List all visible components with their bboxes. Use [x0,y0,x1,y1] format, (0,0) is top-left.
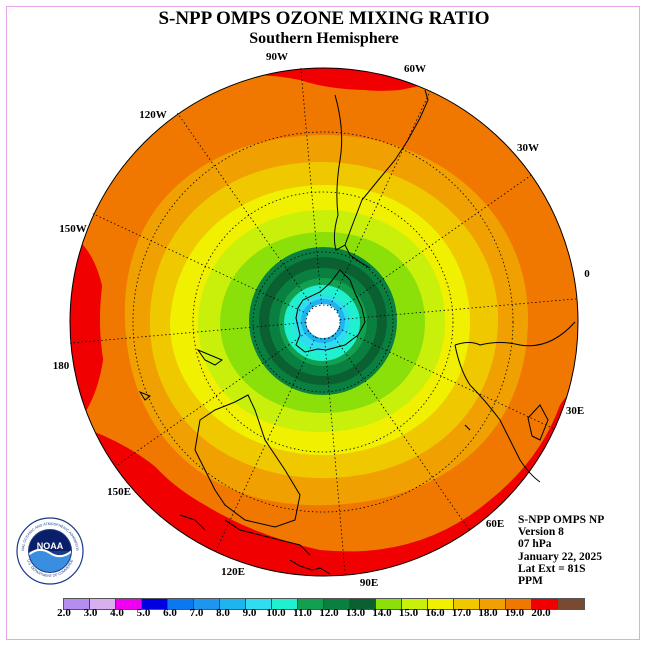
colorbar-swatch [298,599,324,609]
pressure-level: 07 hPa [518,538,552,551]
colorbar-tick-label: 6.0 [163,607,177,619]
coastlines [138,89,576,575]
colorbar-swatch [532,599,558,609]
colorbar-swatch [220,599,246,609]
colorbar [63,598,585,610]
colorbar-tick-label: 10.0 [266,607,286,619]
colorbar-swatch [272,599,298,609]
colorbar-swatch [246,599,272,609]
latitude-circles [132,131,514,513]
latitude-extent: Lat Ext = 81S [518,562,586,575]
lon-label-120e: 120E [221,566,245,578]
colorbar-tick-label: 2.0 [57,607,71,619]
lon-label-90e: 90E [359,577,379,589]
colorbar-swatch [350,599,376,609]
colorbar-swatch [194,599,220,609]
colorbar-tick-label: 14.0 [372,607,392,619]
meridian-line [92,213,308,315]
observation-date: January 22, 2025 [518,550,603,563]
colorbar-tick-label: 18.0 [478,607,498,619]
colorbar-swatch [168,599,194,609]
info-block: S-NPP OMPS NP Version 8 07 hPa January 2… [518,514,604,587]
colorbar-swatch [376,599,402,609]
colorbar-tick-label: 3.0 [83,607,98,619]
colorbar-swatch [142,599,168,609]
colorbar-tick-label: 11.0 [293,607,312,619]
meridian-line [338,327,554,429]
colorbar-swatch [90,599,116,609]
colorbar-swatch [428,599,454,609]
map-title: S-NPP OMPS OZONE MIXING RATIO [158,8,490,29]
ozone-contour-fill [70,68,578,576]
colorbar-swatch [558,599,584,609]
colorbar-swatch [454,599,480,609]
lon-label-150w: 150W [59,223,87,235]
map-subtitle: Southern Hemisphere [249,30,399,47]
colorbar-ticks: 2.0 3.0 4.0 5.0 6.0 7.0 8.0 9.0 10.0 11.0 12.0 13.0… [0,607,648,623]
colorbar-tick-label: 12.0 [319,607,339,619]
colorbar-tick-label: 20.0 [531,607,551,619]
colorbar-swatch [402,599,428,609]
lon-label-90w: 90W [266,51,288,63]
colorbar-tick-label: 5.0 [136,607,151,619]
product-name: S-NPP OMPS NP [518,514,605,526]
colorbar-swatch [480,599,506,609]
colorbar-swatch [116,599,142,609]
colorbar-tick-label: 17.0 [451,607,472,619]
colorbar-tick-label: 15.0 [398,607,419,619]
lon-label-60e: 60E [485,518,505,530]
colorbar-tick-label: 13.0 [345,607,366,619]
colorbar-tick-label: 16.0 [425,607,445,619]
units-label: PPM [518,575,543,588]
meridian-line [215,336,317,552]
noaa-logo: NOAA NATIONAL OCEANIC AND ATMOSPHERIC AD… [16,517,84,585]
meridian-line [332,334,470,530]
colorbar-tick-label: 9.0 [242,607,257,619]
lon-label-150e: 150E [107,486,131,498]
colorbar-swatch [324,599,350,609]
colorbar-tick-label: 8.0 [216,607,230,619]
lon-label-0: 0 [584,268,590,280]
lon-label-30e: 30E [565,405,585,417]
lon-label-120w: 120W [139,109,167,121]
lon-label-60w: 60W [404,63,426,75]
lon-label-180: 180 [52,360,70,372]
colorbar-swatch [506,599,532,609]
colorbar-tick-label: 19.0 [504,607,525,619]
meridian-lines [69,67,577,575]
figure-frame [6,6,640,640]
colorbar-swatch [64,599,90,609]
noaa-logo-text: NOAA [37,541,64,551]
colorbar-tick-label: 4.0 [110,607,124,619]
lon-label-30w: 30W [517,142,539,154]
colorbar-tick-label: 7.0 [189,607,204,619]
product-version: Version 8 [518,526,564,539]
